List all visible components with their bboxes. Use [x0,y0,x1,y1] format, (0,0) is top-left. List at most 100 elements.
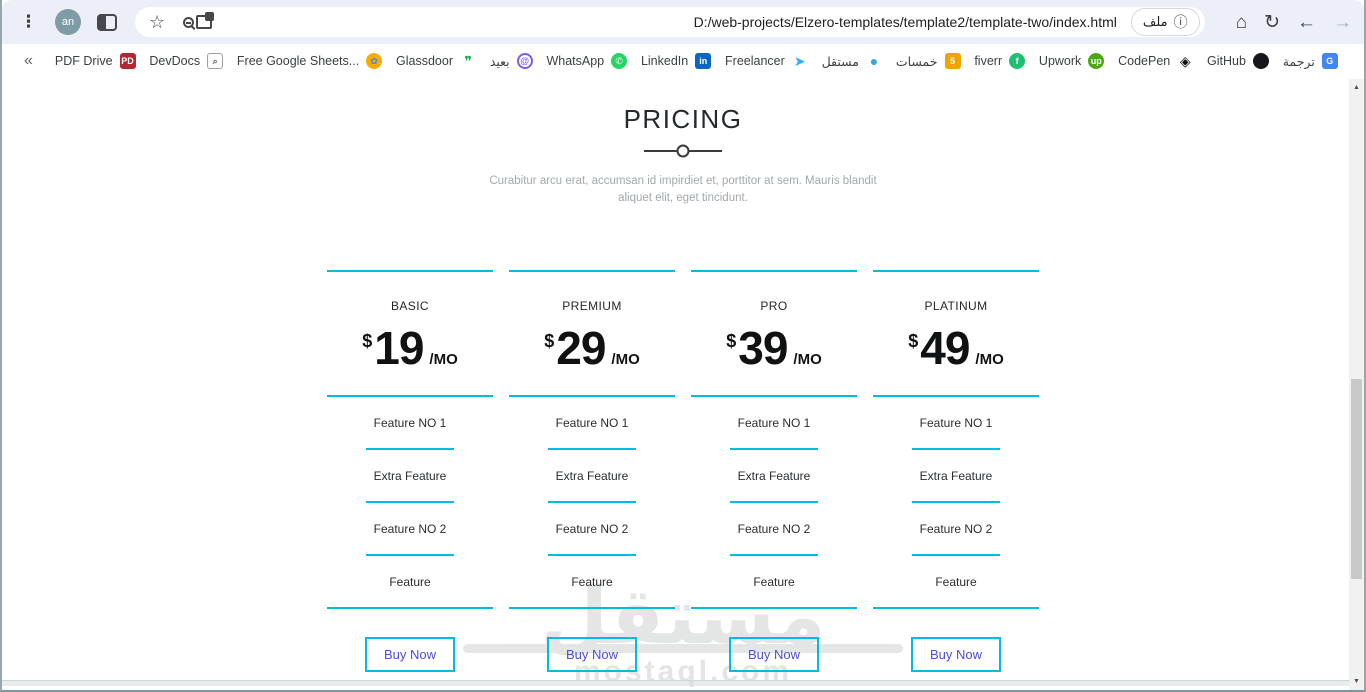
home-icon[interactable]: ⌂ [1235,11,1248,33]
url-text[interactable]: D:/web-projects/Elzero-templates/templat… [693,14,1117,30]
features-list: Feature NO 1 Extra Feature Feature NO 2 Fea… [509,397,675,607]
bookmark-item[interactable]: PDF Drive PD [54,53,136,69]
section-subtitle: Curabitur arcu erat, accumsan id impirdi… [489,175,877,204]
linkedin-icon: in [695,53,712,69]
features-list: Feature NO 1 Extra Feature Feature NO 2 Fea… [691,397,857,607]
address-bar[interactable]: ☆ D:/web-projects/Elzero-templates/templ… [135,7,1205,37]
devdocs-icon: ⌕ [207,53,224,69]
bookmarks-overflow-icon[interactable]: « [24,52,33,69]
feature-divider [912,554,1000,556]
khamsat-icon: 5 [944,53,961,69]
scrollbar-thumb[interactable] [1351,379,1362,579]
card-head-divider [327,395,493,397]
bookmark-item[interactable]: fiverr f [968,50,1031,72]
plan-name: PRO [760,299,788,313]
bookmark-item[interactable]: بعيد @ [484,50,539,72]
plan-price: $39/MO [691,321,857,375]
back-icon[interactable]: ← [1297,11,1316,33]
card-head-divider [691,395,857,397]
zoom-out-icon[interactable] [183,16,195,28]
whatsapp-icon: ✆ [611,53,628,69]
price-amount: 19 [374,322,424,374]
plan-name: PREMIUM [562,299,622,313]
reload-icon[interactable]: ↻ [1264,11,1280,33]
fiverr-icon: f [1009,53,1026,69]
pricing-card: PRO $39/MO Feature NO 1 Extra Feature Feat… [691,270,857,672]
feature-item: Extra Feature [737,469,811,483]
bookmark-item[interactable]: Freelancer ➤ [719,50,814,72]
bookmark-item[interactable]: مستقل ● [816,50,888,72]
feature-item: Feature NO 2 [373,522,447,536]
currency-symbol: $ [908,331,919,351]
card-top-divider [327,270,493,272]
scroll-up-icon[interactable]: ▲ [1353,84,1360,91]
bookmark-item[interactable]: GitHub [1201,50,1275,72]
vertical-scrollbar[interactable]: ▲ ▼ [1349,79,1364,690]
translate-icon: G [1321,53,1338,69]
bookmark-item[interactable]: Glassdoor ❞ [390,50,482,72]
bookmarks-list: PDF Drive PD DevDocs ⌕ Free Google Sheet… [43,50,1350,72]
profile-avatar[interactable]: an [55,9,81,35]
github-icon [1252,53,1269,69]
plan-price: $19/MO [327,321,493,375]
feature-divider [366,554,454,556]
section-title: PRICING [623,104,743,134]
side-panel-icon[interactable] [97,13,117,31]
bookmark-item[interactable]: WhatsApp ✆ [540,50,633,72]
glassdoor-icon: ❞ [464,52,472,69]
feature-divider [730,554,818,556]
bookmark-item[interactable]: Upwork up [1033,50,1110,72]
bookmark-item[interactable]: LinkedIn in [635,50,717,72]
card-top-divider [873,270,1039,272]
bookmarks-bar: « PDF Drive PD DevDocs ⌕ Free Google She… [2,44,1364,78]
buy-now-button[interactable]: Buy Now [910,637,1002,672]
price-period: /MO [975,351,1004,368]
scroll-down-icon[interactable]: ▼ [1353,678,1360,685]
browser-toolbar: ⋮ an ☆ D:/web-projects/Elzero-templates/… [2,0,1364,44]
card-head-divider [873,395,1039,397]
feature-divider [730,501,818,503]
feature-item: Feature NO 1 [919,416,993,430]
feature-divider [366,448,454,450]
feature-divider [548,501,636,503]
bookmark-item[interactable]: DevDocs ⌕ [143,50,229,72]
translate-page-icon[interactable] [196,12,215,29]
feature-item: Extra Feature [919,469,993,483]
freelancer-icon: ➤ [793,52,806,69]
bookmark-item[interactable]: Free Google Sheets... ✿ [231,50,388,72]
kebab-menu-icon[interactable]: ⋮ [20,12,37,31]
bookmark-item[interactable]: خمسات 5 [890,50,967,72]
plan-name: BASIC [390,299,429,313]
file-scheme-chip[interactable]: ملف ⓘ [1130,8,1200,36]
feature-divider [548,554,636,556]
feature-divider [366,501,454,503]
feature-item: Feature NO 1 [555,416,629,430]
upwork-icon: up [1088,53,1105,69]
sheets-icon: ✿ [366,53,383,69]
currency-symbol: $ [726,331,737,351]
price-period: /MO [611,351,640,368]
pricing-plans: BASIC $19/MO Feature NO 1 Extra Feature Fe… [2,270,1364,672]
forward-icon: → [1333,11,1352,33]
pricing-card: BASIC $19/MO Feature NO 1 Extra Feature Fe… [327,270,493,672]
card-bottom-divider [509,607,675,609]
currency-symbol: $ [544,331,555,351]
plan-price: $49/MO [873,321,1039,375]
bookmark-star-icon[interactable]: ☆ [149,12,166,32]
price-period: /MO [793,351,822,368]
file-chip-label: ملف [1142,14,1168,29]
bookmark-item[interactable]: CodePen ◈ [1112,50,1199,72]
card-top-divider [509,270,675,272]
buy-now-button[interactable]: Buy Now [546,637,638,672]
pdf-drive-icon: PD [119,53,136,69]
bookmark-item[interactable]: ترجمة G [1277,50,1344,72]
feature-item: Extra Feature [555,469,629,483]
pricing-card: PREMIUM $29/MO Feature NO 1 Extra Feature… [509,270,675,672]
buy-now-button[interactable]: Buy Now [728,637,820,672]
features-list: Feature NO 1 Extra Feature Feature NO 2 Fea… [873,397,1039,607]
buy-now-button[interactable]: Buy Now [364,637,456,672]
title-divider [644,150,722,152]
card-top-divider [691,270,857,272]
feature-item: Feature [753,575,795,589]
currency-symbol: $ [362,331,373,351]
